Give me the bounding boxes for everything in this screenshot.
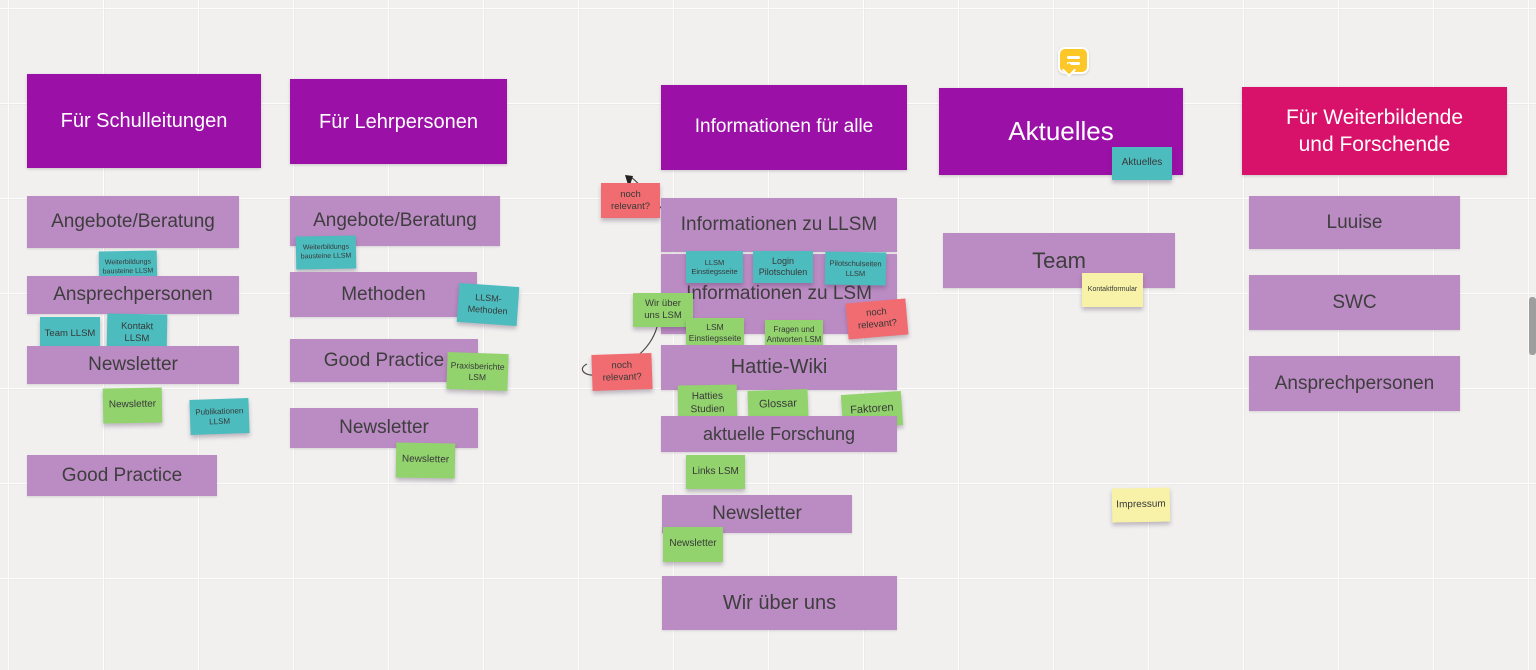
card-schulleitungen-ansprechpersonen[interactable]: Ansprechpersonen [27,276,239,314]
header-fuer-lehrpersonen[interactable]: Für Lehrpersonen [290,79,507,164]
sticky-noch-relevant-right[interactable]: noch relevant? [845,298,909,340]
sticky-llsm-methoden[interactable]: LLSM- Methoden [456,282,520,327]
header-aktuelles[interactable]: Aktuelles [939,88,1183,175]
sticky-alle-newsletter[interactable]: Newsletter [663,527,723,562]
sticky-pilotschulseiten-llsm[interactable]: Pilotschulseiten LLSM [824,251,887,286]
card-schulleitungen-newsletter[interactable]: Newsletter [27,346,239,384]
sticky-lsm-einstiegsseite[interactable]: LSM Einstiegsseite [686,318,744,347]
card-hattie-wiki[interactable]: Hattie-Wiki [661,345,897,390]
comment-line [1067,56,1080,59]
comment-line [1067,62,1080,65]
card-lehrpersonen-newsletter[interactable]: Newsletter [290,408,478,448]
sticky-weiterbildungsbausteine-llsm-2[interactable]: Weiterbildungs bausteine LLSM [295,235,357,270]
vertical-scrollbar-thumb[interactable] [1529,297,1536,355]
sticky-wir-ueber-uns-lsm[interactable]: Wir über uns LSM [633,293,693,327]
card-swc[interactable]: SWC [1249,275,1460,330]
sticky-publikationen-llsm[interactable]: Publikationen LLSM [189,397,250,436]
sticky-noch-relevant-left[interactable]: noch relevant? [591,352,653,392]
sticky-praxisberichte-lsm[interactable]: Praxisberichte LSM [446,351,509,392]
sticky-aktuelles[interactable]: Aktuelles [1112,147,1172,180]
card-alle-newsletter[interactable]: Newsletter [662,495,852,533]
comment-bubble-icon[interactable] [1058,47,1089,78]
sticky-team-llsm[interactable]: Team LLSM [40,317,100,351]
card-schulleitungen-good-practice[interactable]: Good Practice [27,455,217,496]
sticky-lehrpersonen-newsletter[interactable]: Newsletter [395,442,456,479]
sticky-kontaktformular[interactable]: Kontaktformular [1082,273,1143,307]
card-informationen-zu-llsm[interactable]: Informationen zu LLSM [661,198,897,252]
card-lehrpersonen-methoden[interactable]: Methoden [290,272,477,317]
card-luuise[interactable]: Luuise [1249,196,1460,249]
sticky-login-pilotschulen[interactable]: Login Pilotschulen [753,251,813,283]
sticky-noch-relevant-top[interactable]: noch relevant? [601,183,660,218]
card-aktuelle-forschung[interactable]: aktuelle Forschung [661,416,897,452]
header-fuer-schulleitungen[interactable]: Für Schulleitungen [27,74,261,168]
sticky-llsm-einstiegsseite[interactable]: LLSM Einstiegsseite [686,251,743,283]
sticky-schulleitungen-newsletter[interactable]: Newsletter [102,387,163,424]
card-schulleitungen-angebote-beratung[interactable]: Angebote/Beratung [27,196,239,248]
card-wir-ueber-uns[interactable]: Wir über uns [662,576,897,630]
sticky-links-lsm[interactable]: Links LSM [686,455,745,489]
sticky-impressum[interactable]: Impressum [1111,487,1171,523]
header-informationen-fuer-alle[interactable]: Informationen für alle [661,85,907,170]
card-lehrpersonen-angebote-beratung[interactable]: Angebote/Beratung [290,196,500,246]
card-weiterbildende-ansprechpersonen[interactable]: Ansprechpersonen [1249,356,1460,411]
header-fuer-weiterbildende-und-forschende[interactable]: Für Weiterbildende und Forschende [1242,87,1507,175]
